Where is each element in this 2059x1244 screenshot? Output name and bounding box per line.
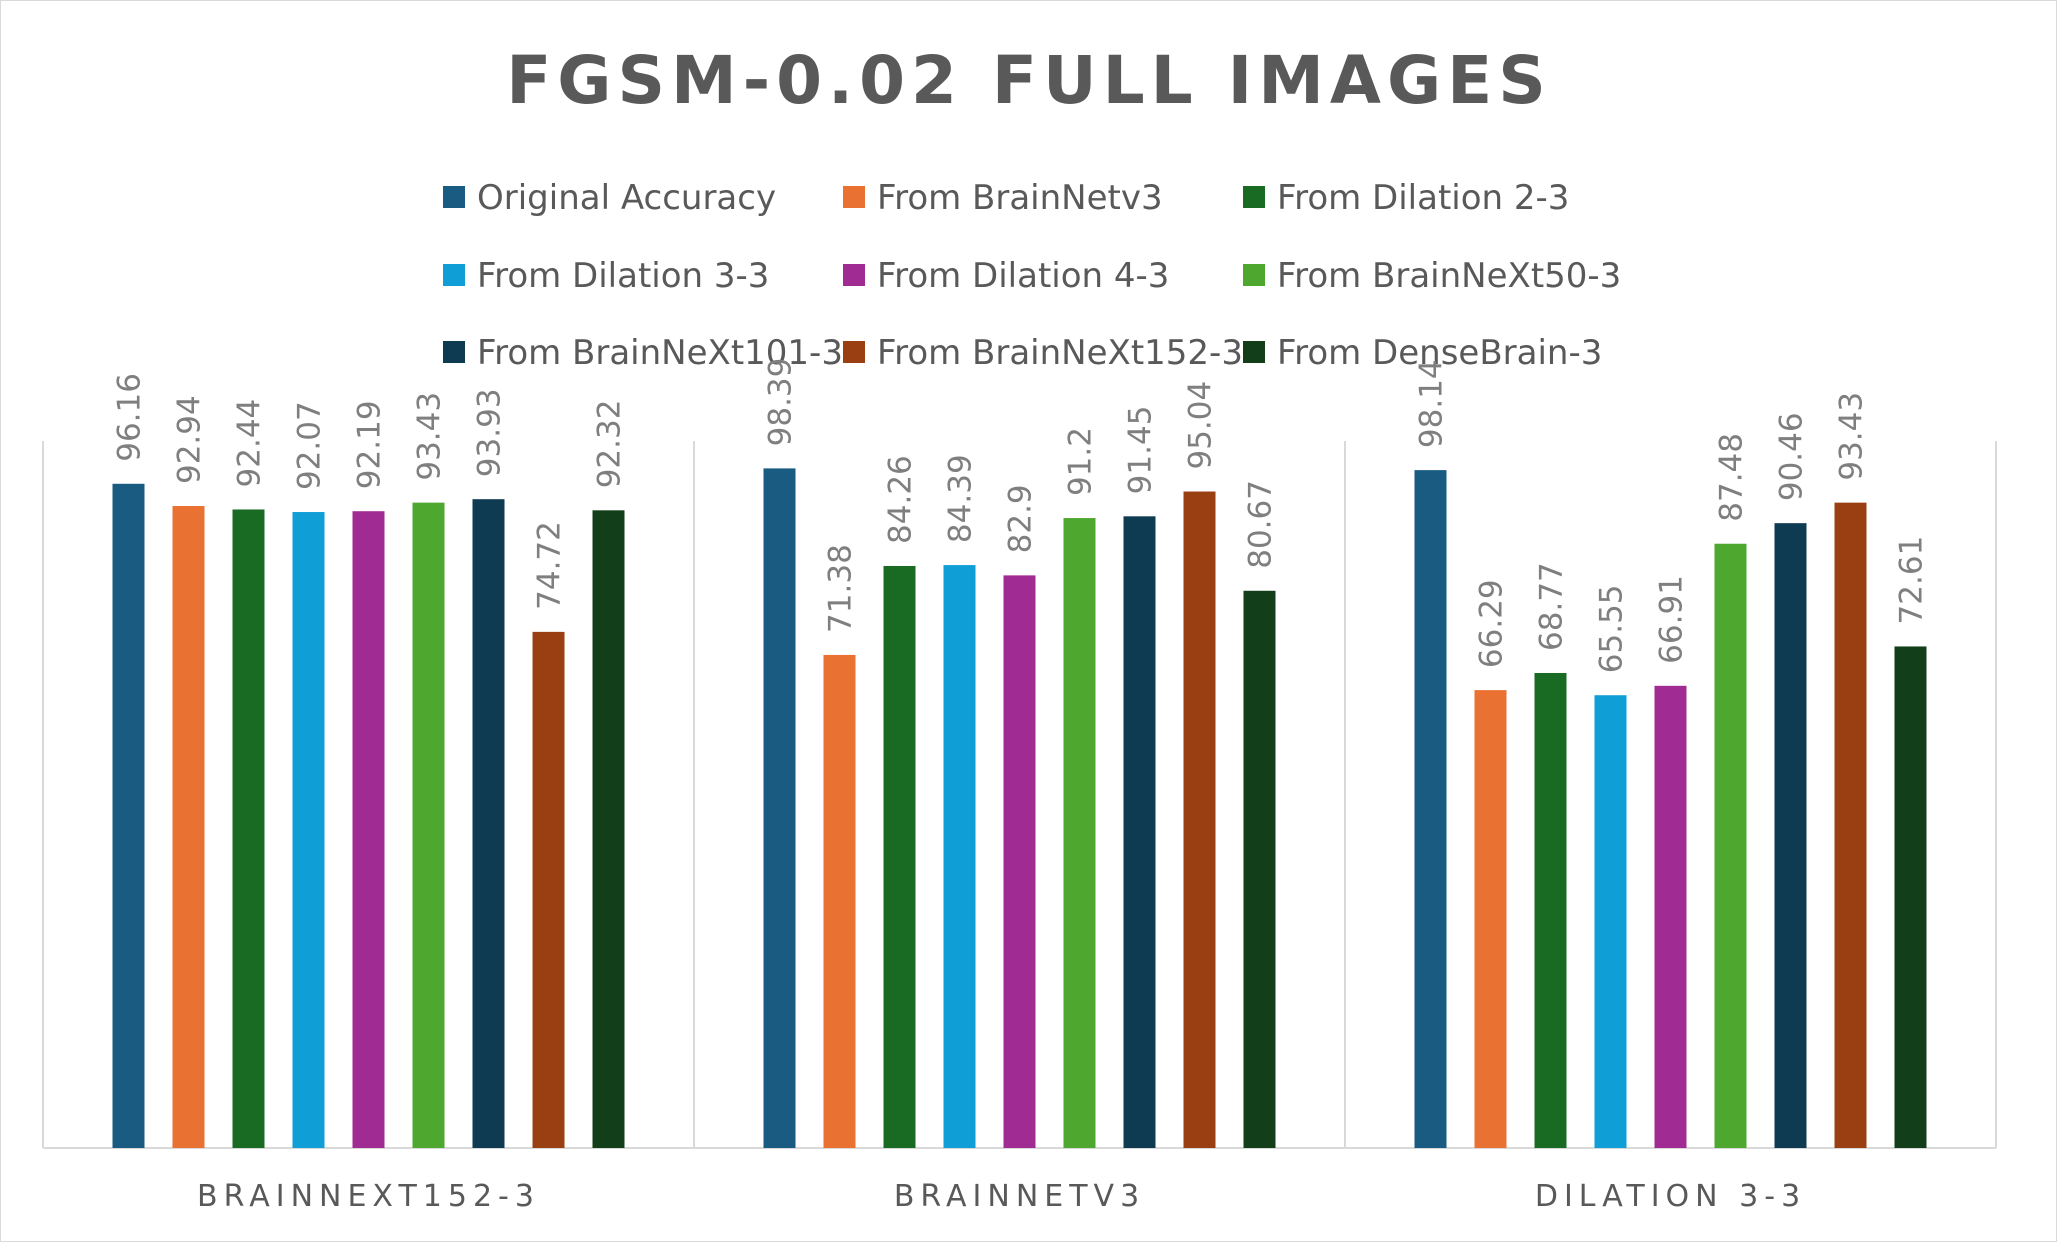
bar-original-accuracy-brainnext152-3 bbox=[112, 483, 145, 1148]
bar-from-brainnext50-3-brainnext152-3 bbox=[412, 502, 445, 1148]
data-label-from-brainnext50-3-brainnetv3: 91.2 bbox=[1063, 427, 1099, 496]
bar-from-densebrain-3-brainnetv3 bbox=[1243, 590, 1276, 1148]
category-axis: BRAINNEXT152-3 BRAINNETV3 DILATION 3-3 bbox=[197, 1179, 1806, 1214]
data-label-from-densebrain-3-brainnetv3: 80.67 bbox=[1243, 480, 1279, 569]
data-label-from-brainnext152-3-dilation-3-3: 93.43 bbox=[1834, 392, 1870, 481]
bar-from-dilation-3-3-brainnext152-3 bbox=[292, 512, 325, 1148]
legend-swatch bbox=[1243, 186, 1265, 208]
legend-item-from-densebrain-3: From DenseBrain-3 bbox=[1243, 333, 1602, 373]
data-label-from-brainnext101-3-brainnext152-3: 93.93 bbox=[472, 388, 508, 477]
bar-from-brainnext152-3-brainnext152-3 bbox=[532, 631, 565, 1148]
legend-item-from-dilation-2-3: From Dilation 2-3 bbox=[1243, 178, 1569, 218]
bar-from-brainnetv3-brainnext152-3 bbox=[172, 506, 205, 1148]
legend-swatch bbox=[843, 186, 865, 208]
legend-swatch bbox=[843, 264, 865, 286]
chart-title: FGSM-0.02 FULL IMAGES bbox=[506, 42, 1552, 119]
data-label-from-brainnext152-3-brainnext152-3: 74.72 bbox=[532, 521, 568, 610]
data-label-from-dilation-4-3-brainnext152-3: 92.19 bbox=[352, 400, 388, 489]
data-label-from-brainnext101-3-brainnetv3: 91.45 bbox=[1123, 406, 1159, 495]
bar-original-accuracy-dilation-3-3 bbox=[1414, 470, 1447, 1148]
data-label-from-brainnetv3-brainnext152-3: 92.94 bbox=[172, 395, 208, 484]
legend-swatch bbox=[443, 264, 465, 286]
bar-from-dilation-4-3-brainnetv3 bbox=[1003, 575, 1036, 1148]
legend-label: From BrainNeXt152-3 bbox=[877, 333, 1243, 373]
legend-label: From Dilation 2-3 bbox=[1277, 178, 1569, 218]
legend-item-from-brainnext152-3: From BrainNeXt152-3 bbox=[843, 333, 1243, 373]
data-label-from-dilation-3-3-dilation-3-3: 65.55 bbox=[1594, 584, 1630, 673]
data-label-from-densebrain-3-brainnext152-3: 92.32 bbox=[592, 400, 628, 489]
legend-label: From Dilation 3-3 bbox=[477, 256, 769, 296]
legend-swatch bbox=[1243, 264, 1265, 286]
bar-from-brainnext152-3-dilation-3-3 bbox=[1834, 502, 1867, 1148]
legend-item-from-brainnext50-3: From BrainNeXt50-3 bbox=[1243, 256, 1621, 296]
bar-from-dilation-2-3-brainnext152-3 bbox=[232, 509, 265, 1149]
legend-swatch bbox=[843, 341, 865, 363]
legend-label: From BrainNeXt50-3 bbox=[1277, 256, 1621, 296]
bar-from-brainnext101-3-brainnetv3 bbox=[1123, 516, 1156, 1148]
bar-from-brainnetv3-dilation-3-3 bbox=[1474, 690, 1507, 1148]
data-label-from-dilation-4-3-dilation-3-3: 66.91 bbox=[1654, 575, 1690, 664]
data-label-from-dilation-2-3-brainnext152-3: 92.44 bbox=[232, 399, 268, 488]
data-label-from-brainnext50-3-brainnext152-3: 93.43 bbox=[412, 392, 448, 481]
data-label-from-brainnetv3-dilation-3-3: 66.29 bbox=[1474, 579, 1510, 668]
data-label-original-accuracy-brainnext152-3: 96.16 bbox=[112, 373, 148, 462]
bar-from-brainnext152-3-brainnetv3 bbox=[1183, 491, 1216, 1148]
legend-swatch bbox=[443, 186, 465, 208]
category-label-dilation-3-3: DILATION 3-3 bbox=[1535, 1179, 1806, 1214]
category-label-brainnext152-3: BRAINNEXT152-3 bbox=[197, 1179, 540, 1214]
data-label-from-densebrain-3-dilation-3-3: 72.61 bbox=[1894, 536, 1930, 625]
data-label-from-brainnext50-3-dilation-3-3: 87.48 bbox=[1714, 433, 1750, 522]
data-label-original-accuracy-brainnetv3: 98.39 bbox=[763, 358, 799, 447]
data-label-from-brainnetv3-brainnetv3: 71.38 bbox=[823, 544, 859, 633]
bar-from-brainnext101-3-brainnext152-3 bbox=[472, 499, 505, 1148]
bar-from-dilation-2-3-brainnetv3 bbox=[883, 565, 916, 1148]
data-label-from-dilation-4-3-brainnetv3: 82.9 bbox=[1003, 484, 1039, 553]
legend-label: From DenseBrain-3 bbox=[1277, 333, 1602, 373]
legend-label: From BrainNetv3 bbox=[877, 178, 1163, 218]
bar-from-dilation-3-3-brainnetv3 bbox=[943, 565, 976, 1148]
bar-from-densebrain-3-dilation-3-3 bbox=[1894, 646, 1927, 1148]
bar-from-densebrain-3-brainnext152-3 bbox=[592, 510, 625, 1148]
data-labels: 96.16 92.94 92.44 92.07 92.19 93.43 93.93 74.72… bbox=[112, 358, 1930, 674]
legend-item-from-dilation-4-3: From Dilation 4-3 bbox=[843, 256, 1169, 296]
bar-from-dilation-4-3-brainnext152-3 bbox=[352, 511, 385, 1148]
legend-swatch bbox=[443, 341, 465, 363]
bar-from-dilation-4-3-dilation-3-3 bbox=[1654, 685, 1687, 1148]
bar-from-dilation-2-3-dilation-3-3 bbox=[1534, 672, 1567, 1148]
data-label-from-dilation-2-3-brainnetv3: 84.26 bbox=[883, 455, 919, 544]
data-label-from-dilation-3-3-brainnetv3: 84.39 bbox=[943, 454, 979, 543]
bar-from-brainnext50-3-brainnetv3 bbox=[1063, 518, 1096, 1148]
data-label-from-brainnext152-3-brainnetv3: 95.04 bbox=[1183, 381, 1219, 470]
legend-item-original-accuracy: Original Accuracy bbox=[443, 178, 776, 218]
data-label-from-dilation-2-3-dilation-3-3: 68.77 bbox=[1534, 562, 1570, 651]
bar-from-brainnetv3-brainnetv3 bbox=[823, 654, 856, 1148]
legend-item-from-brainnetv3: From BrainNetv3 bbox=[843, 178, 1163, 218]
legend-label: Original Accuracy bbox=[477, 178, 776, 218]
legend-item-from-dilation-3-3: From Dilation 3-3 bbox=[443, 256, 769, 296]
legend-label: From Dilation 4-3 bbox=[877, 256, 1169, 296]
bar-from-brainnext101-3-dilation-3-3 bbox=[1774, 523, 1807, 1148]
legend-swatch bbox=[1243, 341, 1265, 363]
data-label-original-accuracy-dilation-3-3: 98.14 bbox=[1414, 359, 1450, 448]
legend: Original Accuracy From BrainNetv3 From Dil… bbox=[443, 178, 1621, 373]
legend-label: From BrainNeXt101-3 bbox=[477, 333, 843, 373]
data-label-from-dilation-3-3-brainnext152-3: 92.07 bbox=[292, 401, 328, 490]
bar-from-dilation-3-3-dilation-3-3 bbox=[1594, 695, 1627, 1148]
data-label-from-brainnext101-3-dilation-3-3: 90.46 bbox=[1774, 412, 1810, 501]
category-label-brainnetv3: BRAINNETV3 bbox=[894, 1179, 1145, 1214]
bars bbox=[112, 468, 1927, 1149]
legend-item-from-brainnext101-3: From BrainNeXt101-3 bbox=[443, 333, 843, 373]
bar-from-brainnext50-3-dilation-3-3 bbox=[1714, 543, 1747, 1148]
bar-original-accuracy-brainnetv3 bbox=[763, 468, 796, 1148]
